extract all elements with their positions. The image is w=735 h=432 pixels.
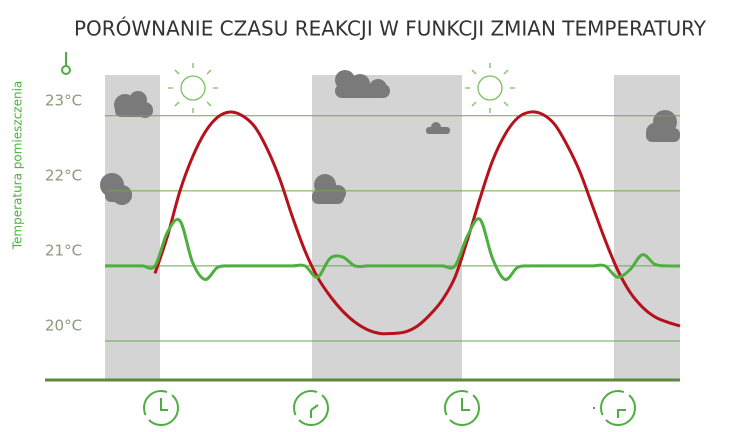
night-band [105, 75, 160, 380]
thermometer [62, 52, 70, 74]
clock [593, 391, 635, 425]
clock [294, 391, 328, 425]
y-axis-label: Temperatura pomieszczenia [11, 81, 25, 251]
sun [168, 63, 218, 113]
chart: PORÓWNANIE CZASU REAKCJI W FUNKCJI ZMIAN… [0, 0, 735, 432]
y-tick-label: 20°C [45, 316, 82, 334]
y-tick-label: 23°C [45, 91, 82, 109]
sun [465, 63, 515, 113]
y-tick-label: 21°C [45, 241, 82, 259]
clock [144, 391, 178, 425]
cloud [335, 70, 390, 98]
clock [445, 391, 479, 425]
page: {"chart_data": {"type": "line", "title":… [0, 0, 735, 432]
y-tick-label: 22°C [45, 166, 82, 184]
clocks [144, 391, 635, 425]
chart-title: PORÓWNANIE CZASU REAKCJI W FUNKCJI ZMIAN… [74, 17, 707, 41]
